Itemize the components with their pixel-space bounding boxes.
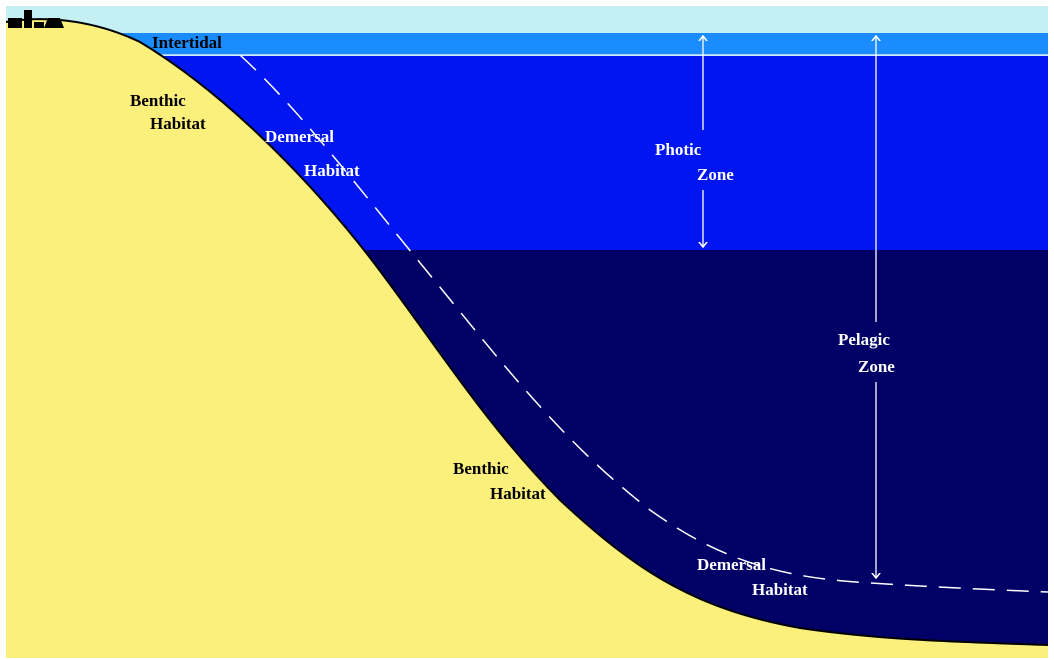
- page: Intertidal Benthic Habitat Demersal Habi…: [0, 0, 1054, 660]
- demersal-label: Demersal: [697, 555, 766, 574]
- benthic-label: Benthic: [130, 91, 186, 110]
- pelagic-label: Pelagic: [838, 330, 890, 349]
- photic-label: Photic: [655, 140, 702, 159]
- demersal-label: Demersal: [265, 127, 334, 146]
- pelagic-label: Zone: [858, 357, 895, 376]
- intertidal-label: Intertidal: [152, 33, 222, 52]
- benthic-label: Habitat: [490, 484, 546, 503]
- demersal-label: Habitat: [752, 580, 808, 599]
- benthic-label: Habitat: [150, 114, 206, 133]
- demersal-label: Habitat: [304, 161, 360, 180]
- benthic-label: Benthic: [453, 459, 509, 478]
- photic-label: Zone: [697, 165, 734, 184]
- ocean-zones-diagram: Intertidal Benthic Habitat Demersal Habi…: [0, 0, 1054, 660]
